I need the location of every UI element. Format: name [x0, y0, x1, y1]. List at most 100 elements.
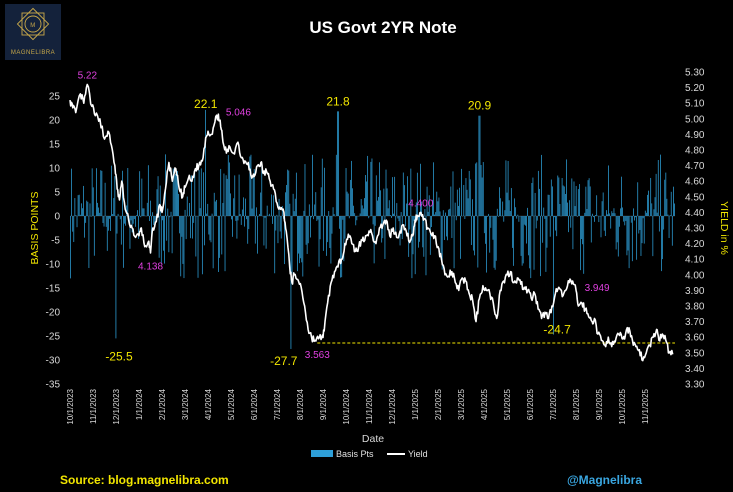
basis-points-bar	[447, 216, 448, 241]
basis-points-bar	[273, 195, 275, 216]
basis-points-bar	[373, 216, 375, 264]
basis-points-bar	[214, 201, 216, 216]
basis-points-bar	[577, 189, 579, 216]
basis-points-bar	[313, 216, 314, 220]
basis-points-bar	[506, 192, 508, 216]
basis-points-bar	[367, 155, 369, 216]
basis-points-bar	[291, 216, 293, 274]
basis-points-bar	[571, 178, 573, 216]
basis-points-bar	[432, 199, 433, 216]
basis-points-bar	[572, 216, 574, 250]
basis-points-bar	[141, 178, 143, 216]
basis-points-bar	[421, 201, 423, 216]
basis-points-bar	[331, 216, 333, 234]
basis-points-bar	[259, 214, 260, 216]
basis-points-bar	[324, 167, 325, 216]
basis-points-bar	[624, 216, 626, 226]
basis-points-bar	[312, 154, 313, 216]
basis-points-bar	[413, 216, 415, 221]
annotation-label: 5.22	[78, 71, 98, 82]
basis-points-bar	[437, 201, 439, 216]
basis-points-bar	[222, 202, 224, 216]
basis-points-bar	[513, 216, 514, 266]
basis-points-bar	[379, 162, 380, 216]
basis-points-bar	[468, 170, 470, 216]
basis-points-bar	[93, 216, 95, 256]
basis-points-bar	[110, 216, 111, 231]
basis-points-bar	[463, 184, 465, 216]
basis-points-bar	[294, 198, 296, 216]
basis-points-bar	[470, 216, 472, 245]
basis-points-bar	[494, 216, 496, 270]
basis-points-bar	[647, 194, 648, 216]
basis-points-bar	[594, 216, 595, 222]
basis-points-bar	[322, 216, 324, 251]
basis-points-bar	[394, 176, 396, 216]
basis-points-bar	[293, 211, 295, 216]
basis-points-bar	[411, 216, 413, 279]
basis-points-bar	[410, 168, 412, 216]
basis-points-bar	[279, 216, 281, 232]
basis-points-bar	[472, 199, 473, 216]
basis-points-bar	[431, 216, 432, 227]
basis-points-bar	[561, 178, 563, 216]
y-tick-label: -15	[46, 284, 61, 295]
basis-points-bar	[237, 216, 239, 221]
x-tick-label: 9/1/2024	[319, 388, 328, 420]
basis-points-bar	[614, 213, 616, 216]
basis-points-bar	[299, 216, 300, 264]
basis-points-bar	[537, 170, 539, 216]
y2-tick-label: 4.20	[685, 239, 705, 250]
basis-points-bar	[450, 186, 452, 216]
basis-points-bar	[570, 216, 572, 228]
basis-points-bar	[120, 216, 122, 245]
basis-points-bar	[532, 177, 534, 216]
basis-points-bar	[282, 216, 284, 219]
basis-points-bar	[156, 189, 158, 216]
basis-points-bar	[89, 203, 91, 216]
footer-handle: @Magnelibra	[567, 473, 642, 487]
basis-points-bar	[281, 205, 283, 216]
basis-points-bar	[664, 179, 666, 216]
x-tick-label: 12/1/2023	[112, 388, 121, 424]
basis-points-bar	[158, 216, 160, 258]
basis-points-bar	[362, 208, 364, 216]
basis-points-bar	[620, 208, 621, 216]
basis-points-bar	[566, 159, 567, 216]
basis-points-bar	[98, 207, 100, 216]
basis-points-bar	[591, 213, 593, 216]
basis-points-bar	[330, 216, 332, 264]
x-tick-label: 8/1/2024	[296, 388, 305, 420]
annotation-label: -27.7	[270, 354, 298, 368]
basis-points-bar	[568, 216, 569, 233]
basis-points-bar	[106, 216, 108, 251]
basis-points-bar	[250, 154, 252, 216]
basis-points-bar	[391, 216, 392, 218]
basis-points-bar	[596, 195, 598, 216]
y2-tick-label: 4.60	[685, 177, 705, 188]
basis-points-bar	[335, 154, 337, 216]
x-tick-label: 7/1/2025	[549, 388, 558, 420]
basis-points-bar	[183, 216, 185, 279]
basis-points-bar	[557, 175, 559, 216]
basis-points-bar	[137, 210, 138, 216]
basis-points-bar	[159, 185, 161, 216]
x-tick-label: 8/1/2025	[572, 388, 581, 420]
basis-points-bar	[658, 216, 660, 232]
basis-points-bar	[442, 210, 444, 216]
basis-points-bar	[488, 213, 490, 216]
basis-points-bar	[240, 216, 242, 225]
basis-points-bar	[70, 216, 71, 279]
basis-points-bar	[656, 212, 658, 216]
basis-points-bar	[586, 209, 588, 216]
basis-points-bar	[383, 188, 385, 216]
basis-points-bar	[419, 216, 420, 242]
y-axis-label: BASIS POINTS	[29, 192, 41, 265]
basis-points-bar	[409, 216, 411, 230]
basis-points-bar	[416, 172, 418, 216]
basis-points-bar	[576, 216, 578, 217]
basis-points-bar	[671, 216, 673, 246]
basis-points-bar	[125, 216, 127, 226]
magnelibra-logo: M MAGNELIBRA	[5, 4, 61, 60]
basis-points-bar	[499, 187, 500, 216]
